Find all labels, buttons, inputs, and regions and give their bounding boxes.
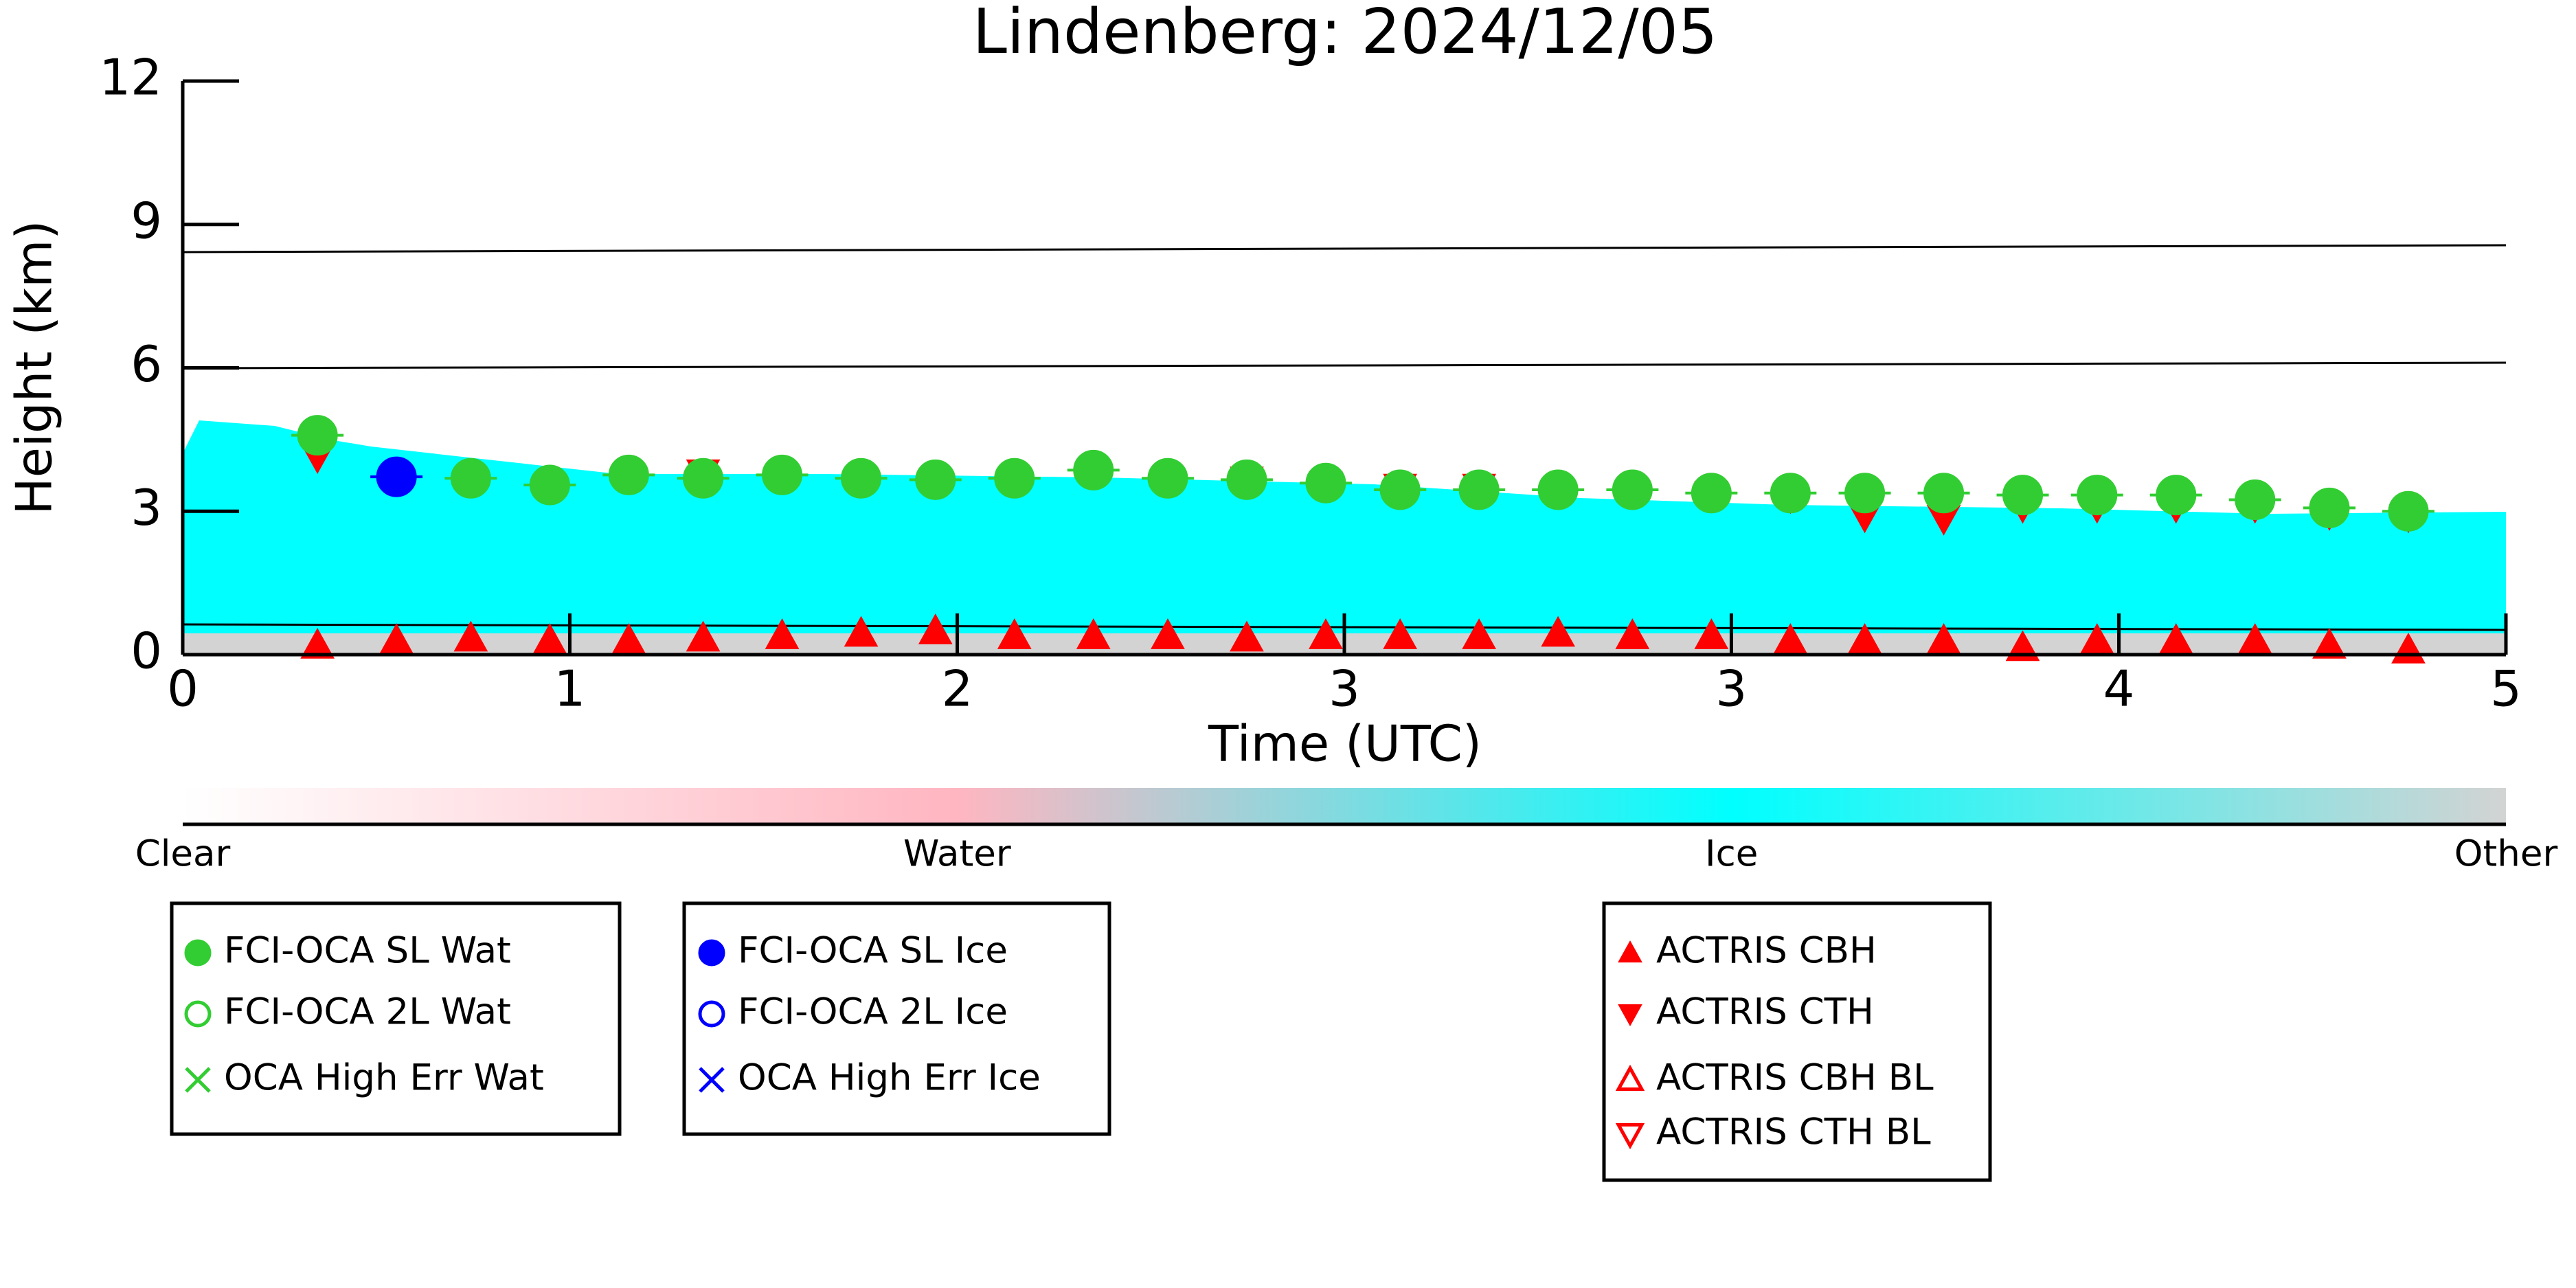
- marker: [1151, 618, 1185, 649]
- marker: [1073, 449, 1114, 490]
- marker: [1305, 462, 1346, 504]
- chart-title: Lindenberg: 2024/12/05: [973, 0, 1717, 68]
- marker: [762, 454, 803, 495]
- x-tick-label: 4: [2103, 660, 2135, 718]
- marker: [699, 1067, 725, 1093]
- legend-label: FCI-OCA SL Ice: [738, 930, 1008, 972]
- x-tick-label: 1: [554, 660, 586, 718]
- marker: [765, 618, 800, 649]
- legend-label: ACTRIS CBH BL: [1656, 1057, 1934, 1099]
- colorbar-label: Water: [903, 833, 1011, 875]
- marker: [2235, 479, 2276, 521]
- legend-label: FCI-OCA 2L Ice: [738, 991, 1008, 1033]
- marker: [1618, 1004, 1642, 1027]
- legend-label: OCA High Err Wat: [224, 1057, 544, 1099]
- colorbar-label: Other: [2454, 833, 2558, 875]
- marker: [997, 618, 1032, 649]
- marker: [994, 457, 1035, 499]
- marker: [608, 454, 649, 495]
- y-tick-label: 6: [131, 335, 162, 393]
- legend-label: ACTRIS CBH: [1656, 930, 1877, 972]
- colorbar-label: Clear: [135, 833, 231, 875]
- marker: [1226, 459, 1267, 500]
- y-tick-label: 12: [99, 49, 162, 106]
- marker: [2077, 475, 2118, 516]
- marker: [300, 628, 335, 659]
- marker: [1541, 615, 1575, 647]
- marker: [698, 939, 725, 967]
- marker: [1770, 473, 1811, 514]
- marker: [1462, 618, 1497, 649]
- marker: [450, 457, 491, 499]
- marker: [2312, 628, 2347, 659]
- marker: [1309, 618, 1343, 649]
- marker: [1691, 473, 1732, 514]
- legend-label: ACTRIS CTH: [1656, 991, 1874, 1033]
- marker: [1923, 473, 1965, 514]
- y-tick-label: 9: [131, 192, 162, 249]
- marker: [1537, 469, 1579, 510]
- marker: [297, 415, 338, 456]
- marker: [529, 464, 570, 506]
- marker: [2388, 490, 2429, 532]
- marker: [1844, 473, 1886, 514]
- y-tick-label: 3: [131, 479, 162, 536]
- plot-area: [291, 415, 2434, 664]
- legend-box: [682, 901, 1111, 1136]
- marker: [1612, 469, 1653, 510]
- x-tick-label: 5: [2490, 660, 2522, 718]
- reference-line: [182, 244, 2507, 253]
- legend-box: [1602, 901, 1992, 1182]
- marker: [1618, 940, 1642, 963]
- marker: [1230, 620, 1264, 652]
- legend-label: FCI-OCA 2L Wat: [224, 991, 511, 1033]
- marker: [844, 615, 879, 647]
- marker: [698, 1000, 725, 1028]
- legend-label: ACTRIS CTH BL: [1656, 1111, 1931, 1153]
- legend-label: OCA High Err Ice: [738, 1057, 1041, 1099]
- marker: [376, 456, 417, 497]
- legend-label: FCI-OCA SL Wat: [224, 930, 511, 972]
- legend-box: [170, 901, 622, 1136]
- marker: [1615, 1122, 1645, 1150]
- x-tick-label: 2: [942, 660, 973, 718]
- marker: [1076, 618, 1111, 649]
- marker: [686, 620, 721, 652]
- marker: [1615, 618, 1650, 649]
- marker: [841, 457, 882, 499]
- marker: [918, 613, 953, 644]
- marker: [2309, 487, 2350, 528]
- x-tick-label: 0: [167, 660, 199, 718]
- marker: [2156, 475, 2197, 516]
- marker: [1379, 469, 1421, 510]
- y-axis-label: Height (km): [5, 221, 63, 515]
- marker: [184, 1000, 212, 1028]
- y-tick-label: 0: [131, 622, 162, 680]
- marker: [184, 939, 212, 967]
- marker: [1458, 469, 1500, 510]
- marker: [453, 620, 488, 652]
- colorbar: [183, 788, 2506, 824]
- reference-line: [182, 361, 2507, 370]
- x-tick-label: 3: [1329, 660, 1360, 718]
- marker: [1147, 457, 1188, 499]
- marker: [185, 1067, 211, 1093]
- marker: [915, 459, 956, 500]
- x-axis-label: Time (UTC): [1208, 715, 1482, 773]
- marker: [1383, 618, 1418, 649]
- cloud-field: [183, 420, 2506, 635]
- marker: [2002, 475, 2044, 516]
- marker: [1694, 618, 1729, 649]
- marker: [1615, 1064, 1645, 1092]
- colorbar-label: Ice: [1705, 833, 1758, 875]
- x-tick-label: 3: [1716, 660, 1748, 718]
- marker: [683, 457, 724, 499]
